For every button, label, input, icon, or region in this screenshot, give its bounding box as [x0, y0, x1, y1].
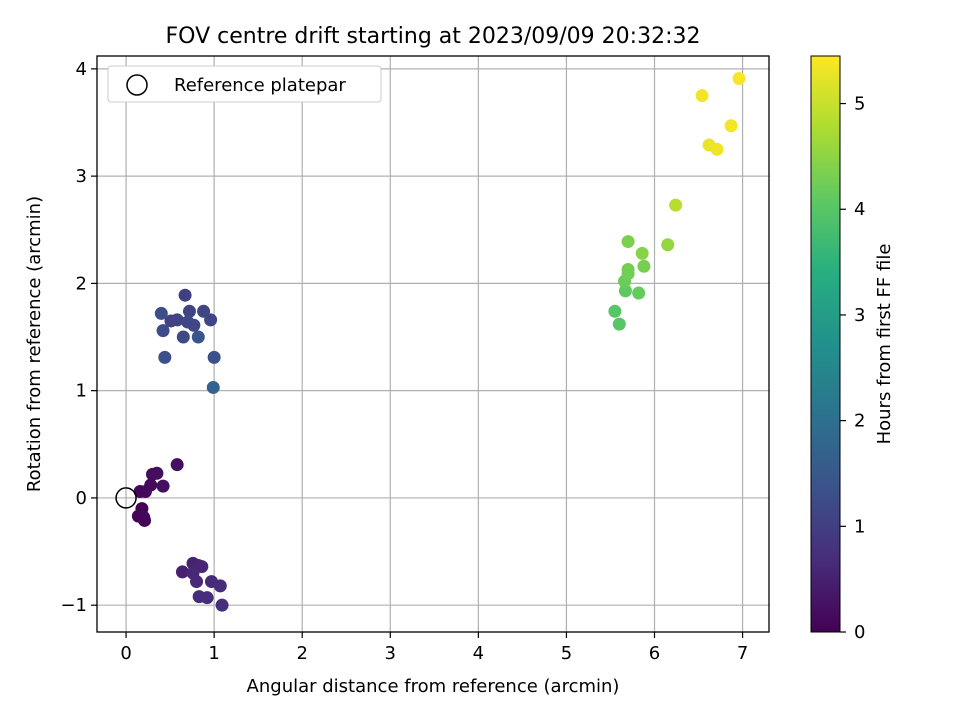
data-points [115, 72, 746, 612]
data-point [608, 304, 622, 318]
data-point [182, 304, 196, 318]
x-tick-label: 5 [561, 643, 572, 664]
data-point [181, 315, 195, 329]
data-point [158, 350, 172, 364]
x-tick-label: 0 [120, 643, 131, 664]
reference-platepar-marker [115, 487, 137, 509]
x-tick-label: 4 [473, 643, 484, 664]
x-tick-label: 7 [737, 643, 748, 664]
data-point [156, 324, 170, 338]
y-tick-label: −1 [60, 595, 87, 616]
colorbar [810, 55, 841, 633]
data-point [207, 350, 221, 364]
data-point [215, 598, 229, 612]
colorbar-tick-label: 5 [854, 94, 865, 115]
data-point [200, 591, 214, 605]
chart-title: FOV centre drift starting at 2023/09/09 … [166, 24, 701, 49]
data-point [632, 286, 646, 300]
colorbar-label: Hours from first FF file [874, 244, 895, 445]
data-point [176, 330, 190, 344]
data-point [637, 259, 651, 273]
data-point [191, 330, 205, 344]
data-point [669, 198, 683, 212]
data-point [144, 478, 158, 492]
y-tick-label: 3 [76, 166, 87, 187]
data-point [170, 458, 184, 472]
x-tick-label: 3 [385, 643, 396, 664]
data-point [206, 380, 220, 394]
data-point [154, 306, 168, 320]
data-point [635, 246, 649, 260]
data-point [204, 313, 218, 327]
data-point [150, 466, 164, 480]
x-axis-ticks: 0 1 2 3 4 5 6 7 [120, 632, 748, 664]
colorbar-ticks: 0 1 2 3 4 5 [840, 94, 865, 643]
colorbar-tick-label: 3 [854, 305, 865, 326]
colorbar-tick-label: 0 [854, 622, 865, 643]
y-tick-label: 1 [76, 381, 87, 402]
x-axis-label: Angular distance from reference (arcmin) [247, 676, 620, 697]
colorbar-tick-label: 4 [854, 199, 865, 220]
x-tick-label: 6 [649, 643, 660, 664]
legend-box [107, 65, 382, 103]
data-point [724, 119, 738, 133]
data-point [190, 575, 204, 589]
data-point [695, 89, 709, 103]
y-axis-ticks: −1 0 1 2 3 4 [60, 59, 97, 616]
y-tick-label: 0 [76, 488, 87, 509]
legend: Reference platepar [107, 65, 382, 103]
data-point [621, 262, 635, 276]
data-point [612, 317, 626, 331]
data-point [213, 579, 227, 593]
data-point [621, 235, 635, 249]
data-point [710, 142, 724, 156]
data-point [170, 313, 184, 327]
data-point [138, 513, 152, 527]
y-tick-label: 4 [76, 59, 87, 80]
data-point [197, 304, 211, 318]
legend-marker-reference [126, 74, 148, 96]
x-tick-label: 1 [208, 643, 219, 664]
data-point [618, 284, 632, 298]
y-axis-label: Rotation from reference (arcmin) [24, 196, 45, 492]
legend-label-reference: Reference platepar [174, 75, 346, 96]
data-point [661, 238, 675, 252]
data-point [732, 72, 746, 86]
data-point [175, 565, 189, 579]
plot-frame [96, 55, 770, 633]
data-point [178, 288, 192, 302]
x-tick-label: 2 [296, 643, 307, 664]
colorbar-tick-label: 1 [854, 516, 865, 537]
data-point [156, 479, 170, 493]
colorbar-tick-label: 2 [854, 411, 865, 432]
y-tick-label: 2 [76, 273, 87, 294]
grid-lines [97, 56, 769, 632]
